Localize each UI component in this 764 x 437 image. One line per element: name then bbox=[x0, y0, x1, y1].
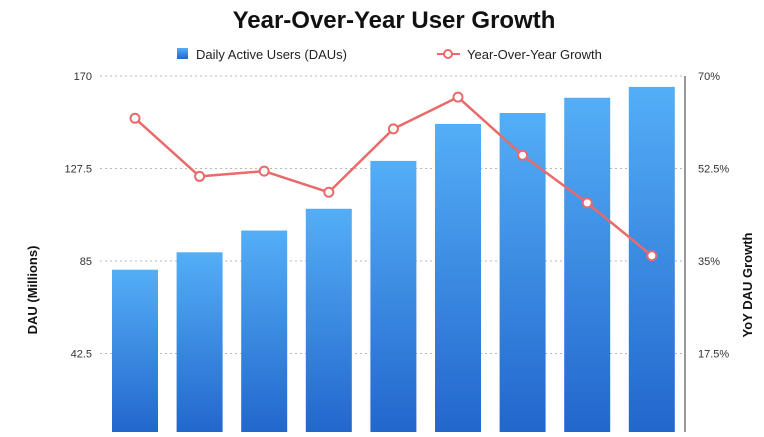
growth-point bbox=[129, 112, 141, 124]
dau-bar bbox=[176, 252, 223, 434]
legend-label-growth: Year-Over-Year Growth bbox=[467, 47, 602, 62]
growth-point bbox=[517, 149, 529, 161]
y-tick-label: 42.5 bbox=[71, 349, 92, 361]
legend-bar-swatch bbox=[177, 48, 188, 59]
y-tick-label: 170 bbox=[74, 71, 92, 83]
dau-bar bbox=[370, 160, 417, 434]
y2-tick-label: 52.5% bbox=[698, 164, 729, 176]
growth-point bbox=[323, 186, 335, 198]
y-tick-label: 85 bbox=[80, 256, 92, 268]
y-tick-label: 127.5 bbox=[64, 164, 92, 176]
growth-line bbox=[129, 91, 658, 262]
left-axis-ticks: 42.5 85 127.5 170 bbox=[64, 71, 92, 361]
y2-tick-label: 17.5% bbox=[698, 349, 729, 361]
growth-point bbox=[387, 123, 399, 135]
growth-point bbox=[452, 91, 464, 103]
y2-axis-title: YoY DAU Growth bbox=[740, 232, 755, 337]
dau-bar bbox=[241, 230, 288, 434]
y2-tick-label: 35% bbox=[698, 256, 720, 268]
growth-point bbox=[258, 165, 270, 177]
legend: Daily Active Users (DAUs) Year-Over-Year… bbox=[177, 47, 602, 62]
legend-line-marker bbox=[443, 49, 453, 59]
growth-point bbox=[581, 197, 593, 209]
dau-bar bbox=[435, 123, 481, 434]
dau-bar bbox=[112, 269, 158, 434]
right-axis-ticks: 17.5% 35% 52.5% 70% bbox=[698, 71, 729, 361]
growth-point bbox=[194, 170, 206, 182]
bars bbox=[112, 86, 675, 434]
y2-tick-label: 70% bbox=[698, 71, 720, 83]
growth-point bbox=[646, 250, 658, 262]
dau-bar bbox=[564, 97, 611, 434]
dau-bar bbox=[499, 113, 546, 434]
legend-label-dau: Daily Active Users (DAUs) bbox=[196, 47, 347, 62]
dau-bar bbox=[305, 208, 352, 434]
y-axis-title: DAU (Millions) bbox=[25, 246, 40, 335]
chart-title: Year-Over-Year User Growth bbox=[233, 7, 556, 34]
